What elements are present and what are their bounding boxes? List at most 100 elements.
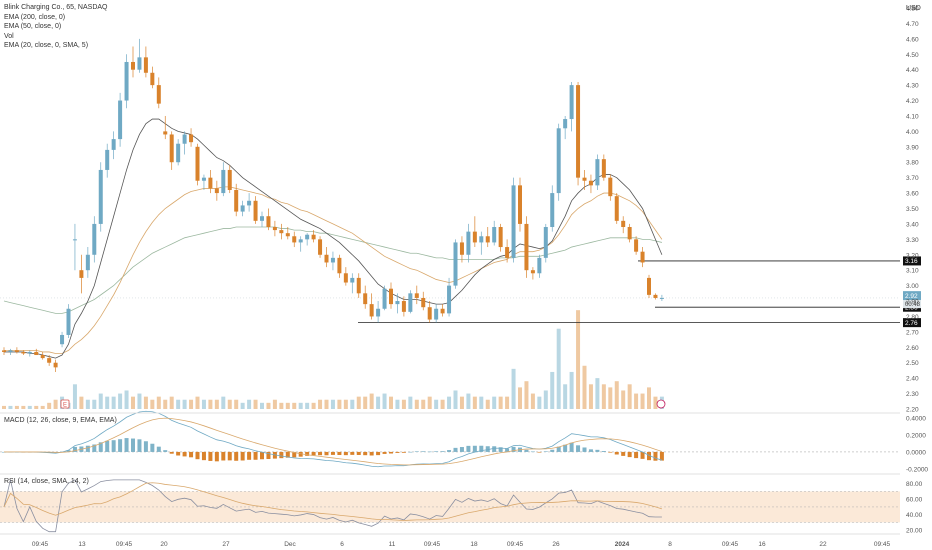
volume-bar <box>543 390 548 409</box>
macd-histogram-bar <box>537 451 542 453</box>
volume-bar <box>421 399 426 409</box>
volume-bar <box>298 402 303 409</box>
candle-body <box>511 185 516 258</box>
volume-bar <box>601 384 606 409</box>
candle-body <box>414 293 419 298</box>
ema200-line <box>3 226 662 314</box>
candle-body <box>285 233 290 237</box>
candle-body <box>614 196 619 221</box>
macd-histogram-bar <box>608 451 613 453</box>
candle-body <box>518 185 522 224</box>
candle-body <box>350 277 355 283</box>
candle-body <box>27 351 32 354</box>
volume-bar <box>285 402 290 409</box>
candle-body <box>298 239 303 243</box>
volume-bar <box>105 396 110 409</box>
macd-histogram-bar <box>647 451 651 461</box>
volume-bar <box>201 399 206 409</box>
level-tag-3: 2.76 <box>905 320 918 327</box>
macd-histogram-bar <box>453 447 458 452</box>
macd-histogram-bar <box>569 442 574 452</box>
rsi-label[interactable]: RSI (14, close, SMA, 14, 2) <box>4 478 89 485</box>
candle-body <box>40 355 45 359</box>
volume-bar <box>118 393 123 409</box>
volume-bar <box>305 402 310 409</box>
price-tick-label: 2.20 <box>906 407 919 414</box>
macd-histogram-bar <box>601 451 606 452</box>
macd-histogram-bar <box>118 439 123 452</box>
macd-histogram-bar <box>530 451 535 453</box>
volume-bar <box>498 396 503 409</box>
macd-label[interactable]: MACD (12, 26, close, 9, EMA, EMA) <box>4 417 117 424</box>
macd-histogram-bar <box>466 445 471 452</box>
candle-body <box>34 351 39 356</box>
rsi-tick-label: 60.00 <box>906 497 923 504</box>
candle-body <box>66 308 71 335</box>
candle-body <box>72 239 77 241</box>
macd-histogram-bar <box>298 451 303 457</box>
candle-body <box>111 139 116 150</box>
rsi-pane[interactable] <box>0 479 900 533</box>
price-tick-label: 3.10 <box>906 268 919 275</box>
legend-ema200[interactable]: EMA (200, close, 0) <box>4 13 66 21</box>
volume-bar <box>40 405 45 409</box>
macd-histogram-bar <box>408 451 413 453</box>
volume-bar <box>576 310 581 409</box>
volume-bar <box>537 396 542 409</box>
price-tick-label: 4.10 <box>906 113 919 120</box>
candle-body <box>653 294 658 298</box>
volume-bar <box>356 396 361 409</box>
macd-histogram-bar <box>511 446 516 452</box>
volume-bar <box>595 378 600 409</box>
candle-body <box>401 301 406 312</box>
volume-bar <box>369 393 374 409</box>
candle-body <box>627 227 632 240</box>
price-tick-label: 3.20 <box>906 252 919 259</box>
legend-ema20[interactable]: EMA (20, close, 0, SMA, 5) <box>4 42 89 50</box>
volume-bar <box>98 393 103 409</box>
volume-bar <box>247 399 252 409</box>
rsi-ma-line <box>3 482 663 521</box>
macd-histogram-bar <box>505 448 510 452</box>
symbol-title[interactable]: Blink Charging Co., 65, NASDAQ <box>4 4 108 11</box>
macd-histogram-bar <box>279 451 284 459</box>
volume-bar <box>311 402 316 409</box>
time-tick-label: 09:45 <box>116 541 133 548</box>
volume-bar <box>221 396 226 409</box>
time-tick-label: 09:45 <box>507 541 524 548</box>
price-tick-label: 2.70 <box>906 329 919 336</box>
price-tick-label: 4.30 <box>906 83 919 90</box>
candle-body <box>305 234 310 240</box>
macd-histogram-bar <box>614 451 619 455</box>
volume-bar <box>318 399 323 409</box>
rsi-tick-label: 20.00 <box>906 528 923 535</box>
price-tick-label: 4.80 <box>906 6 919 13</box>
volume-bar <box>131 396 135 409</box>
volume-bar <box>588 384 593 409</box>
macd-histogram-bar <box>234 451 239 461</box>
candle-body <box>292 236 297 243</box>
macd-histogram-bar <box>305 451 310 456</box>
volume-bar <box>382 393 387 409</box>
macd-pane[interactable] <box>0 410 900 468</box>
volume-bar <box>260 402 264 409</box>
level-tag-1-bg <box>903 256 921 266</box>
macd-histogram-bar <box>105 440 110 452</box>
legend-ema50[interactable]: EMA (50, close, 0) <box>4 23 62 31</box>
candle-body <box>621 220 626 228</box>
macd-histogram-bar <box>543 451 548 452</box>
macd-histogram-bar <box>111 440 116 452</box>
volume-bar <box>408 396 413 409</box>
volume-bar <box>343 399 348 409</box>
legend-vol[interactable]: Vol <box>4 32 14 40</box>
price-tick-label: 2.80 <box>906 314 919 321</box>
volume-bar <box>434 399 439 409</box>
volume-bar <box>550 371 555 409</box>
candle-body <box>234 189 239 212</box>
rsi-line <box>3 479 662 533</box>
volume-bar <box>427 396 432 409</box>
volume-bar <box>363 396 368 409</box>
volume-bar <box>72 384 77 409</box>
